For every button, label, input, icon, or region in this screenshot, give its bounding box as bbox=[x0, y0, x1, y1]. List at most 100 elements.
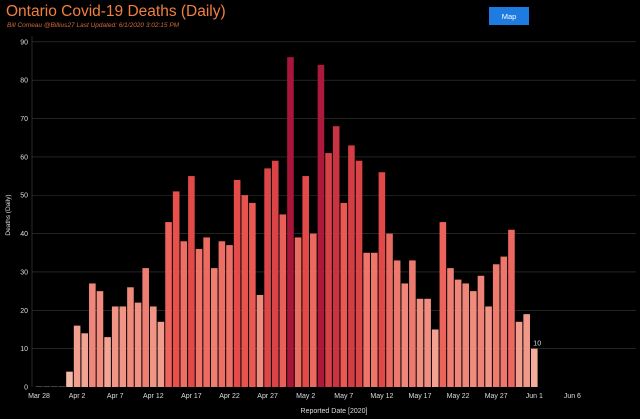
x-tick-label: Apr 12 bbox=[143, 393, 164, 400]
bar bbox=[188, 176, 195, 387]
x-tick-label: Jun 1 bbox=[526, 393, 543, 400]
page-title: Ontario Covid-19 Deaths (Daily) bbox=[6, 3, 226, 20]
bar bbox=[271, 160, 279, 387]
y-tick-label: 70 bbox=[20, 116, 28, 123]
bar bbox=[431, 329, 439, 387]
bar bbox=[515, 321, 523, 387]
bar bbox=[111, 306, 119, 387]
bars bbox=[35, 57, 538, 388]
bar bbox=[134, 302, 142, 387]
map-button[interactable]: Map bbox=[489, 7, 529, 25]
x-tick-label: Mar 28 bbox=[28, 393, 50, 400]
y-tick-labels: 0 10 20 30 40 50 60 70 80 90 bbox=[20, 39, 28, 391]
x-tick-label: Apr 22 bbox=[219, 393, 240, 400]
bar bbox=[302, 176, 309, 387]
bar bbox=[439, 222, 447, 387]
bar bbox=[195, 248, 203, 387]
y-tick-label: 40 bbox=[20, 231, 28, 238]
bar bbox=[89, 283, 96, 387]
bar bbox=[241, 195, 249, 387]
bar bbox=[470, 291, 477, 387]
bar bbox=[287, 57, 294, 388]
x-tick-label: Apr 17 bbox=[181, 393, 202, 400]
x-tick-label: Apr 27 bbox=[257, 393, 278, 400]
y-tick-label: 90 bbox=[20, 39, 28, 46]
bar bbox=[401, 283, 409, 387]
bar bbox=[233, 179, 241, 387]
data-label: 10 bbox=[533, 341, 541, 348]
bar bbox=[500, 256, 508, 387]
bar bbox=[462, 283, 470, 387]
bar bbox=[73, 325, 81, 387]
y-tick-label: 50 bbox=[20, 193, 28, 200]
bar bbox=[150, 306, 157, 387]
bar bbox=[386, 233, 393, 387]
bar bbox=[96, 291, 104, 387]
bar bbox=[325, 153, 332, 387]
bar bbox=[58, 386, 66, 387]
bar bbox=[104, 337, 111, 387]
bar bbox=[180, 241, 188, 387]
bar bbox=[340, 202, 348, 387]
bar bbox=[310, 233, 317, 387]
bar bbox=[363, 252, 370, 387]
x-tick-label: May 17 bbox=[409, 393, 432, 400]
bar bbox=[256, 294, 264, 387]
x-tick-label: Jun 6 bbox=[564, 393, 581, 400]
x-tick-label: May 12 bbox=[370, 393, 393, 400]
bar bbox=[523, 314, 530, 387]
bar bbox=[409, 260, 416, 387]
x-tick-label: May 2 bbox=[296, 393, 315, 400]
bar bbox=[531, 348, 538, 387]
bar bbox=[447, 268, 454, 387]
x-tick-labels: Mar 28 Apr 2 Apr 7 Apr 12 Apr 17 Apr 22 Apr 27… bbox=[28, 393, 581, 400]
bar bbox=[317, 64, 325, 387]
bar bbox=[264, 168, 271, 387]
bar bbox=[50, 386, 58, 387]
y-tick-label: 80 bbox=[20, 78, 28, 85]
bar bbox=[416, 298, 424, 387]
y-tick-label: 0 bbox=[24, 385, 28, 392]
annotations: 10 bbox=[533, 341, 541, 348]
y-tick-label: 60 bbox=[20, 154, 28, 161]
y-tick-label: 20 bbox=[20, 308, 28, 315]
x-tick-label: May 7 bbox=[334, 393, 353, 400]
bar bbox=[203, 237, 210, 387]
bar bbox=[210, 268, 218, 387]
bar bbox=[165, 222, 172, 387]
bar bbox=[508, 229, 515, 387]
y-tick-label: 30 bbox=[20, 269, 28, 276]
bar bbox=[348, 145, 355, 387]
bar bbox=[279, 214, 287, 387]
x-axis-label: Reported Date [2020] bbox=[301, 408, 368, 415]
bar bbox=[454, 279, 462, 387]
y-tick-label: 10 bbox=[20, 346, 28, 353]
x-tick-label: Apr 7 bbox=[107, 393, 124, 400]
bar bbox=[81, 333, 89, 387]
bar bbox=[294, 237, 302, 387]
bar bbox=[142, 268, 149, 387]
bar bbox=[66, 371, 73, 387]
bar bbox=[332, 126, 340, 387]
bar bbox=[355, 160, 363, 387]
x-tick-label: May 27 bbox=[485, 393, 508, 400]
bar bbox=[43, 386, 50, 387]
y-axis-label: Deaths (Daily) bbox=[5, 194, 12, 235]
bar bbox=[378, 172, 386, 387]
bar bbox=[127, 287, 134, 387]
x-tick-label: May 22 bbox=[447, 393, 470, 400]
bar bbox=[485, 306, 492, 387]
bar bbox=[119, 306, 127, 387]
bar bbox=[218, 241, 226, 387]
bar bbox=[35, 386, 43, 387]
x-tick-label: Apr 2 bbox=[69, 393, 86, 400]
bar bbox=[492, 264, 500, 387]
bar bbox=[424, 298, 431, 387]
bar bbox=[393, 260, 401, 387]
bar bbox=[157, 321, 165, 387]
bar bbox=[249, 202, 256, 387]
page-subtitle: Bill Comeau @Billius27 Last Updated: 6/1… bbox=[7, 22, 180, 29]
bar bbox=[226, 245, 233, 387]
bar bbox=[172, 191, 180, 387]
